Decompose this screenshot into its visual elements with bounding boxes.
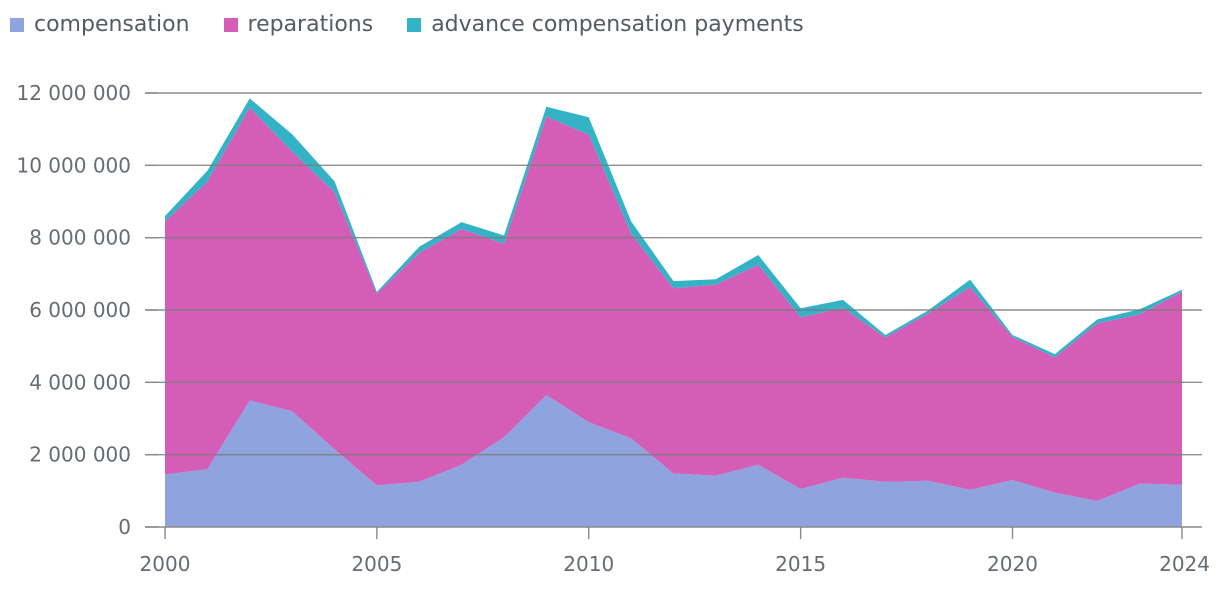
y-tick-label: 10 000 000 — [16, 153, 131, 177]
y-tick-label: 2 000 000 — [29, 443, 131, 467]
x-tick-label: 2000 — [140, 552, 191, 576]
y-tick-label: 0 — [118, 515, 131, 539]
legend-swatch-compensation — [10, 17, 24, 32]
x-tick-label: 2024 — [1159, 552, 1210, 576]
legend: compensation reparations advance compens… — [10, 12, 804, 37]
y-tick-label: 4 000 000 — [29, 370, 131, 394]
y-tick-label: 8 000 000 — [29, 226, 131, 250]
x-tick-label: 2010 — [563, 552, 614, 576]
x-tick-label: 2005 — [351, 552, 402, 576]
legend-swatch-reparations — [223, 17, 238, 32]
legend-label-compensation: compensation — [34, 12, 190, 37]
y-tick-label: 6 000 000 — [29, 298, 131, 322]
legend-item-compensation[interactable]: compensation — [10, 12, 190, 37]
axes — [145, 92, 1202, 539]
y-tick-label: 12 000 000 — [16, 81, 131, 105]
x-tick-label: 2015 — [775, 552, 826, 576]
y-tick-labels: 0 2 000 000 4 000 000 6 000 000 8 000 000 10 … — [16, 81, 131, 539]
x-tick-labels: 2000 2005 2010 2015 2020 2024 — [140, 552, 1210, 576]
area-reparations[interactable] — [165, 107, 1182, 501]
x-tick-label: 2020 — [987, 552, 1038, 576]
legend-label-reparations: reparations — [247, 12, 374, 37]
area-advance-compensation-payments[interactable] — [165, 98, 1182, 358]
legend-item-advance-compensation-payments[interactable]: advance compensation payments — [407, 12, 804, 37]
area-compensation[interactable] — [165, 394, 1182, 527]
legend-label-advance-compensation-payments: advance compensation payments — [431, 12, 804, 37]
gridlines — [145, 92, 1202, 456]
legend-item-reparations[interactable]: reparations — [223, 12, 374, 37]
series-areas — [165, 98, 1182, 527]
legend-swatch-advance-compensation-payments — [407, 17, 422, 32]
